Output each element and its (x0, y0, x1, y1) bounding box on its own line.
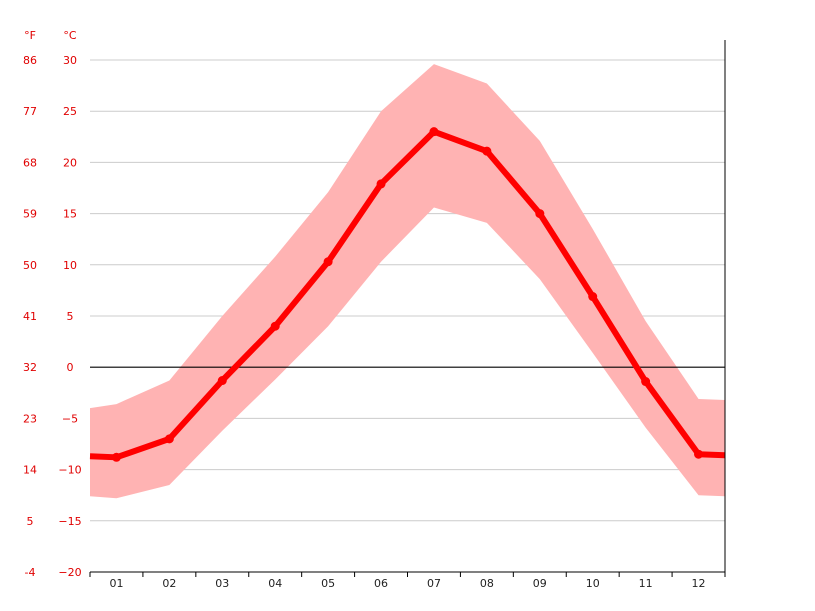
data-point-01 (111, 452, 121, 462)
fahrenheit-tick-label: 77 (23, 105, 37, 118)
data-point-04 (270, 321, 280, 331)
temperature-range-area (90, 64, 725, 499)
fahrenheit-tick-label: 23 (23, 412, 37, 425)
data-point-07 (429, 127, 439, 137)
data-point-03 (217, 376, 227, 386)
celsius-tick-label: 15 (63, 208, 77, 221)
data-point-11 (641, 377, 651, 387)
data-point-12 (694, 449, 704, 459)
celsius-tick-label: −20 (58, 566, 81, 579)
month-label-08: 08 (480, 577, 494, 590)
celsius-tick-label: −10 (58, 464, 81, 477)
fahrenheit-tick-label: -4 (25, 566, 36, 579)
celsius-tick-label: 25 (63, 105, 77, 118)
axes (89, 40, 726, 577)
celsius-tick-label: 10 (63, 259, 77, 272)
data-point-08 (482, 146, 492, 156)
data-point-10 (588, 292, 598, 302)
month-label-11: 11 (639, 577, 653, 590)
celsius-tick-label: 5 (67, 310, 74, 323)
average-temperature-line (89, 127, 726, 462)
month-label-10: 10 (586, 577, 600, 590)
month-label-09: 09 (533, 577, 547, 590)
fahrenheit-tick-label: 68 (23, 156, 37, 169)
month-label-04: 04 (268, 577, 282, 590)
celsius-tick-label: 30 (63, 54, 77, 67)
mean-temperature-line (89, 128, 726, 461)
data-point-05 (323, 257, 333, 267)
celsius-tick-label: −15 (58, 515, 81, 528)
fahrenheit-tick-label: 59 (23, 208, 37, 221)
fahrenheit-tick-label: 50 (23, 259, 37, 272)
month-label-05: 05 (321, 577, 335, 590)
fahrenheit-tick-label: 41 (23, 310, 37, 323)
fahrenheit-tick-label: 5 (27, 515, 34, 528)
month-label-06: 06 (374, 577, 388, 590)
data-point-02 (164, 434, 174, 444)
fahrenheit-tick-label: 86 (23, 54, 37, 67)
fahrenheit-unit-label: °F (24, 29, 36, 42)
month-label-12: 12 (692, 577, 706, 590)
celsius-tick-label: 0 (67, 361, 74, 374)
month-label-02: 02 (162, 577, 176, 590)
axis-labels: °F °C 30862577206815591050541032−523−101… (23, 29, 706, 590)
temperature-range-band (90, 64, 725, 499)
fahrenheit-tick-label: 14 (23, 464, 37, 477)
celsius-unit-label: °C (63, 29, 77, 42)
fahrenheit-tick-label: 32 (23, 361, 37, 374)
month-label-01: 01 (109, 577, 123, 590)
celsius-tick-label: 20 (63, 156, 77, 169)
data-point-09 (535, 209, 545, 219)
month-label-03: 03 (215, 577, 229, 590)
data-point-06 (376, 179, 386, 189)
month-label-07: 07 (427, 577, 441, 590)
celsius-tick-label: −5 (62, 412, 78, 425)
